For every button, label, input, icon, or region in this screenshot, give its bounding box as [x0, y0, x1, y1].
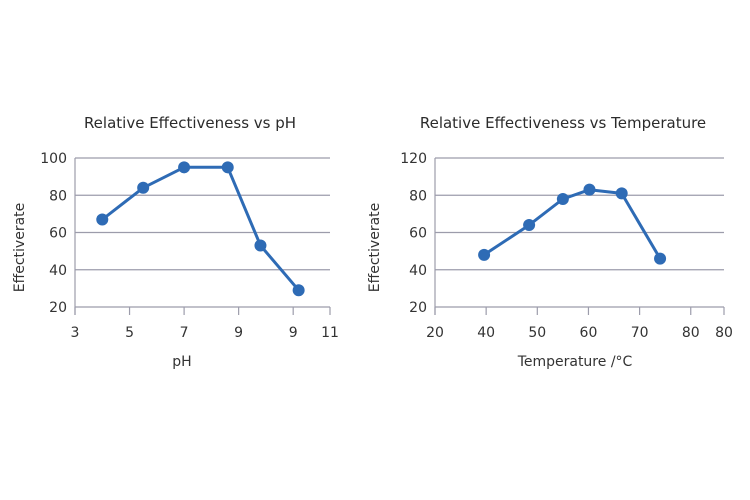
y-tick-label: 120 [400, 151, 427, 167]
data-point [478, 248, 491, 261]
chart-title: Relative Effectiveness vs Temperature [420, 114, 706, 132]
y-tick-label: 40 [409, 263, 427, 279]
data-point [178, 161, 191, 174]
x-tick-label: 40 [477, 325, 495, 341]
data-point [221, 161, 234, 174]
x-tick-label: 9 [289, 325, 298, 341]
x-tick-label: 80 [715, 325, 733, 341]
x-tick-label: 60 [580, 325, 598, 341]
y-tick-label: 80 [409, 188, 427, 204]
x-tick-label: 20 [426, 325, 444, 341]
y-tick-label: 20 [49, 300, 67, 316]
series-line [101, 165, 300, 292]
chart-1: Relative Effectiveness vs pH 20 40 60 80 100 3… [12, 114, 339, 370]
chart-title: Relative Effectiveness vs pH [84, 114, 296, 132]
data-point [254, 239, 267, 252]
x-tick-label: 5 [125, 325, 134, 341]
y-tick-label: 80 [49, 188, 67, 204]
x-axis-label: Temperature /°C [517, 354, 633, 370]
x-tick-label: 70 [631, 325, 649, 341]
x-axis-label: pH [172, 354, 191, 370]
x-tick-label: 80 [682, 325, 700, 341]
y-tick-label: 20 [409, 300, 427, 316]
y-tick-label: 60 [49, 226, 67, 242]
data-point [292, 284, 305, 297]
chart-2: Relative Effectiveness vs Temperature 20 4… [367, 114, 733, 370]
data-point [654, 252, 667, 265]
data-point [523, 219, 536, 232]
y-axis-label: Effectiverate [367, 203, 383, 293]
x-tick-label: 9 [234, 325, 243, 341]
data-point [615, 187, 628, 200]
x-tick-label: 3 [71, 325, 80, 341]
data-point [583, 183, 596, 196]
data-point [556, 192, 569, 205]
y-tick-label: 100 [40, 151, 67, 167]
series-line [483, 188, 662, 260]
x-tick-label: 7 [180, 325, 189, 341]
x-tick-label: 50 [528, 325, 546, 341]
x-tick-label: 11 [321, 325, 339, 341]
y-tick-label: 60 [409, 226, 427, 242]
y-axis-label: Effectiverate [12, 203, 28, 293]
y-tick-label: 40 [49, 263, 67, 279]
data-point [137, 181, 150, 194]
data-point [96, 213, 109, 226]
